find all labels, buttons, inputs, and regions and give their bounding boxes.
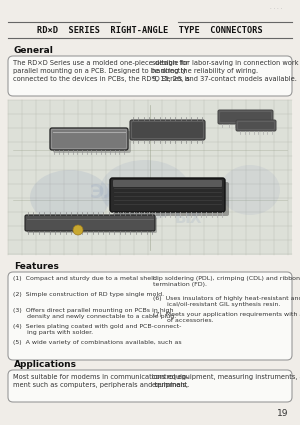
FancyBboxPatch shape xyxy=(50,128,128,150)
Text: ЫХ: ЫХ xyxy=(175,210,202,226)
Text: 19: 19 xyxy=(277,409,288,418)
FancyBboxPatch shape xyxy=(52,130,126,148)
Text: Most suitable for modems in communications equip-
ment such as computers, periph: Most suitable for modems in communicatio… xyxy=(13,374,189,388)
Text: ЭЛЕК: ЭЛЕК xyxy=(90,182,150,201)
FancyBboxPatch shape xyxy=(8,370,292,402)
Text: suitable for labor-saving in connection work and en-
hancing the reliability of : suitable for labor-saving in connection … xyxy=(152,60,300,82)
FancyBboxPatch shape xyxy=(220,112,271,122)
Text: General: General xyxy=(14,46,54,55)
Text: (1)  Compact and sturdy due to a metal shell.: (1) Compact and sturdy due to a metal sh… xyxy=(13,276,157,281)
Text: RD×D  SERIES  RIGHT-ANGLE  TYPE  CONNECTORS: RD×D SERIES RIGHT-ANGLE TYPE CONNECTORS xyxy=(37,26,263,34)
Circle shape xyxy=(73,225,83,235)
FancyBboxPatch shape xyxy=(113,180,222,187)
Text: (2)  Simple construction of RD type single mold.: (2) Simple construction of RD type singl… xyxy=(13,292,164,297)
Text: control equipment, measuring instruments, and import
equipment.: control equipment, measuring instruments… xyxy=(152,374,300,388)
Text: (3)  Offers direct parallel mounting on PCBs in high
       density and newly co: (3) Offers direct parallel mounting on P… xyxy=(13,308,176,320)
FancyBboxPatch shape xyxy=(8,272,292,360)
FancyBboxPatch shape xyxy=(27,217,157,233)
FancyBboxPatch shape xyxy=(236,120,276,131)
Ellipse shape xyxy=(220,165,280,215)
Bar xyxy=(8,100,292,255)
FancyBboxPatch shape xyxy=(25,215,155,231)
Text: Applications: Applications xyxy=(14,360,77,369)
Ellipse shape xyxy=(30,170,110,225)
FancyBboxPatch shape xyxy=(53,131,131,153)
FancyBboxPatch shape xyxy=(114,182,229,216)
Text: dip soldering (PDL), crimping (CDL) and ribbon IDC
termination (FD).: dip soldering (PDL), crimping (CDL) and … xyxy=(153,276,300,287)
Text: ТРОНН: ТРОНН xyxy=(130,196,196,214)
Text: (4)  Series plating coated with gold and PCB-connect-
       ing parts with sold: (4) Series plating coated with gold and … xyxy=(13,324,182,335)
Text: The RD×D Series use a molded one-piece design for
parallel mounting on a PCB. De: The RD×D Series use a molded one-piece d… xyxy=(13,60,190,82)
FancyBboxPatch shape xyxy=(8,56,292,96)
Ellipse shape xyxy=(100,160,190,220)
FancyBboxPatch shape xyxy=(130,120,205,140)
Text: (7)  Meets your application requirements with a variety
       of accessories.: (7) Meets your application requirements … xyxy=(153,312,300,323)
FancyBboxPatch shape xyxy=(238,122,274,129)
Text: (5)  A wide variety of combinations available, such as: (5) A wide variety of combinations avail… xyxy=(13,340,182,345)
Text: (6)  Uses insulators of highly heat-resistant and chem-
       ical/oil-resistan: (6) Uses insulators of highly heat-resis… xyxy=(153,296,300,307)
Text: . . . .: . . . . xyxy=(270,5,282,10)
FancyBboxPatch shape xyxy=(110,178,225,212)
Text: Features: Features xyxy=(14,262,59,271)
FancyBboxPatch shape xyxy=(132,122,203,138)
FancyBboxPatch shape xyxy=(218,110,273,124)
